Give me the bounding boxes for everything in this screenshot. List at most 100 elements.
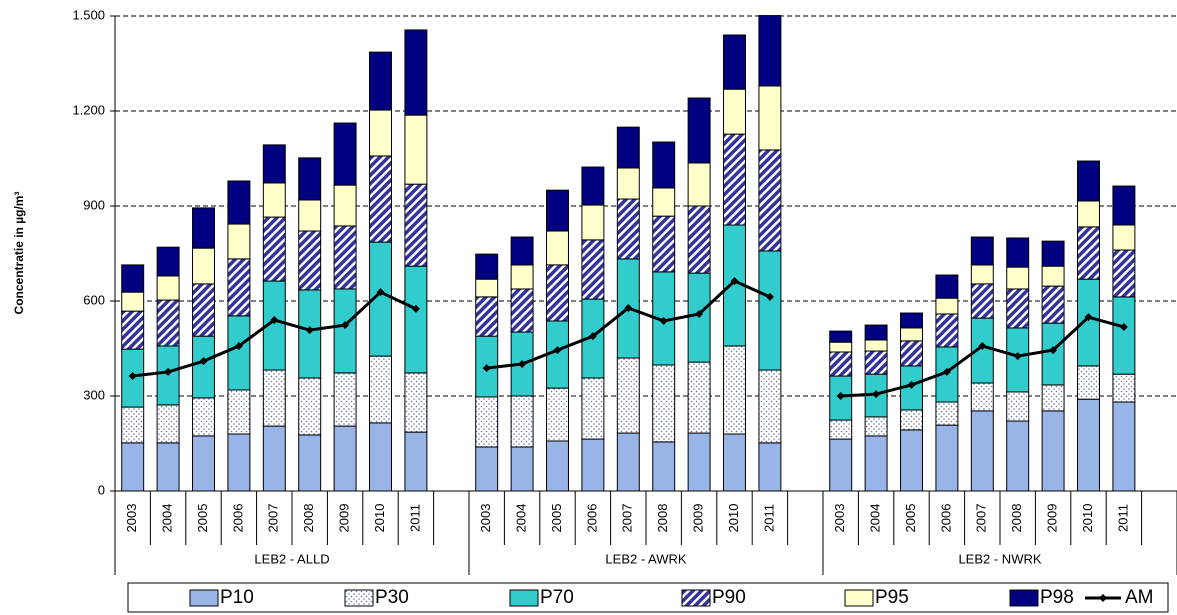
bar-segment	[510, 288, 534, 333]
bar-segment	[369, 155, 392, 243]
bar-segment	[970, 264, 994, 285]
group-label: LEB2 - ALLD	[254, 551, 329, 566]
bar-segment	[687, 97, 711, 164]
bar-segment	[1006, 266, 1030, 290]
bar-segment	[758, 369, 782, 444]
bar-segment	[404, 29, 428, 116]
x-tick-label: 2010	[372, 504, 387, 533]
legend-swatch	[189, 589, 219, 607]
bar-segment	[758, 85, 782, 151]
bar-segment	[298, 377, 322, 436]
x-tick-label: 2004	[868, 504, 883, 533]
x-tick-label: 2008	[301, 504, 316, 533]
bar-segment	[262, 182, 286, 218]
x-tick-label: 2006	[938, 504, 953, 533]
line-marker	[411, 304, 420, 313]
y-tick-label: 1.200	[72, 102, 105, 117]
bar-segment	[1041, 384, 1065, 412]
bar-segment	[1041, 285, 1065, 324]
bar-segment	[581, 377, 605, 440]
legend-label: P30	[375, 587, 409, 608]
line-marker	[1119, 322, 1128, 331]
bar-segment	[475, 446, 499, 492]
line-marker	[659, 316, 668, 325]
bar-segment	[758, 15, 782, 87]
bar-segment	[935, 401, 959, 426]
bar-segment	[156, 442, 180, 492]
line-marker	[376, 288, 385, 297]
legend-swatch	[509, 589, 539, 607]
bar-segment	[156, 299, 180, 347]
bar-segment	[1077, 398, 1100, 492]
line-marker	[1049, 346, 1058, 355]
bar-segment	[1112, 224, 1136, 251]
line-marker	[588, 332, 597, 341]
bar-segment	[616, 167, 640, 200]
bar-segment	[864, 324, 888, 341]
bar-segment	[227, 223, 251, 260]
bar-segment	[652, 215, 676, 273]
line-marker	[765, 292, 774, 301]
bar-segment	[227, 315, 251, 391]
bar-segment	[829, 419, 853, 440]
bar-segment	[723, 34, 746, 90]
bar-segment	[192, 207, 215, 249]
bar-segment	[1112, 185, 1136, 226]
line-marker	[518, 360, 527, 369]
bar-segment	[723, 133, 746, 226]
line-marker	[234, 341, 243, 350]
bar-segment	[121, 442, 145, 492]
x-tick-label: 2011	[1115, 504, 1130, 532]
y-tick-label: 900	[83, 197, 105, 212]
line-marker	[553, 346, 562, 355]
bar-segment	[970, 382, 994, 412]
bar-segment	[616, 432, 640, 492]
legend-marker	[1099, 594, 1107, 602]
line-marker	[1013, 352, 1022, 361]
legend-box	[127, 582, 1169, 613]
bar-segment	[156, 275, 180, 301]
bar-segment	[1077, 365, 1100, 400]
bar-segment	[192, 397, 215, 437]
bar-segment	[616, 126, 640, 169]
bar-segment	[333, 372, 357, 427]
bar-segment	[652, 187, 676, 217]
bar-segment	[970, 236, 994, 266]
legend-swatch	[681, 589, 711, 607]
bar-segment	[262, 144, 286, 184]
x-tick-label: 2005	[195, 504, 210, 533]
line-marker	[164, 367, 173, 376]
bar-segment	[1006, 288, 1030, 329]
bar-segment	[1112, 296, 1136, 375]
line-marker	[942, 367, 951, 376]
bar-segment	[616, 357, 640, 434]
bar-segment	[900, 327, 923, 342]
x-tick-label: 2003	[478, 504, 493, 533]
bar-segment	[192, 247, 215, 285]
x-tick-label: 2011	[407, 504, 422, 532]
bar-segment	[652, 441, 676, 492]
line-marker	[730, 277, 739, 286]
bar-segment	[687, 162, 711, 207]
x-tick-label: 2004	[514, 504, 529, 533]
bar-segment	[758, 250, 782, 371]
bar-segment	[829, 330, 853, 343]
x-tick-label: 2009	[337, 504, 352, 533]
bar-segment	[298, 157, 322, 201]
bar-segment	[227, 258, 251, 317]
line-marker	[872, 390, 881, 399]
bar-segment	[121, 406, 145, 444]
bar-segment	[723, 88, 746, 135]
line-marker	[305, 326, 314, 335]
bar-segment	[1041, 265, 1065, 287]
bar-segment	[333, 225, 357, 290]
bar-segment	[581, 438, 605, 492]
bar-segment	[298, 230, 322, 291]
bar-segment	[1112, 401, 1136, 492]
bar-segment	[687, 361, 711, 434]
bar-segment	[935, 297, 959, 315]
line-marker	[482, 364, 491, 373]
line-marker	[907, 380, 916, 389]
legend-label: P70	[540, 587, 574, 608]
